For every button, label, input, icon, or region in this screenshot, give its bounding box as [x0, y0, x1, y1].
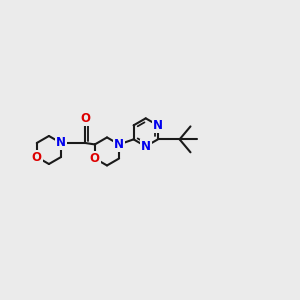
Text: N: N — [153, 119, 163, 132]
Text: N: N — [56, 136, 66, 149]
Text: N: N — [114, 138, 124, 151]
Text: N: N — [141, 140, 151, 153]
Text: O: O — [90, 152, 100, 165]
Text: O: O — [32, 151, 42, 164]
Text: O: O — [80, 112, 90, 125]
